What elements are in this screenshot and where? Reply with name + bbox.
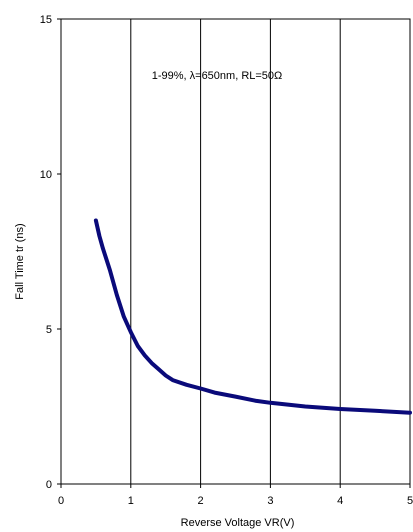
x-axis-label: Reverse Voltage VR(V)	[181, 517, 295, 529]
x-tick-label: 5	[407, 495, 413, 507]
x-tick-labels: 0 1 2 3 4 5	[58, 495, 413, 507]
x-tick-label: 2	[198, 495, 204, 507]
y-tick-label: 5	[46, 324, 52, 336]
y-tick-labels: 0 5 10 15	[40, 14, 52, 491]
y-tick-label: 15	[40, 14, 52, 26]
y-tick-label: 10	[40, 169, 52, 181]
y-axis-label: Fall Time tr (ns)	[14, 223, 26, 299]
x-tick-label: 4	[337, 495, 343, 507]
x-tick-label: 0	[58, 495, 64, 507]
series-line	[93, 218, 412, 415]
plot-frame	[60, 18, 411, 485]
ticks	[57, 18, 411, 488]
x-tick-label: 1	[128, 495, 134, 507]
x-tick-label: 3	[267, 495, 273, 507]
condition-annotation: 1-99%, λ=650nm, RL=50Ω	[152, 70, 283, 82]
y-tick-label: 0	[46, 479, 52, 491]
grid-lines	[130, 19, 341, 484]
